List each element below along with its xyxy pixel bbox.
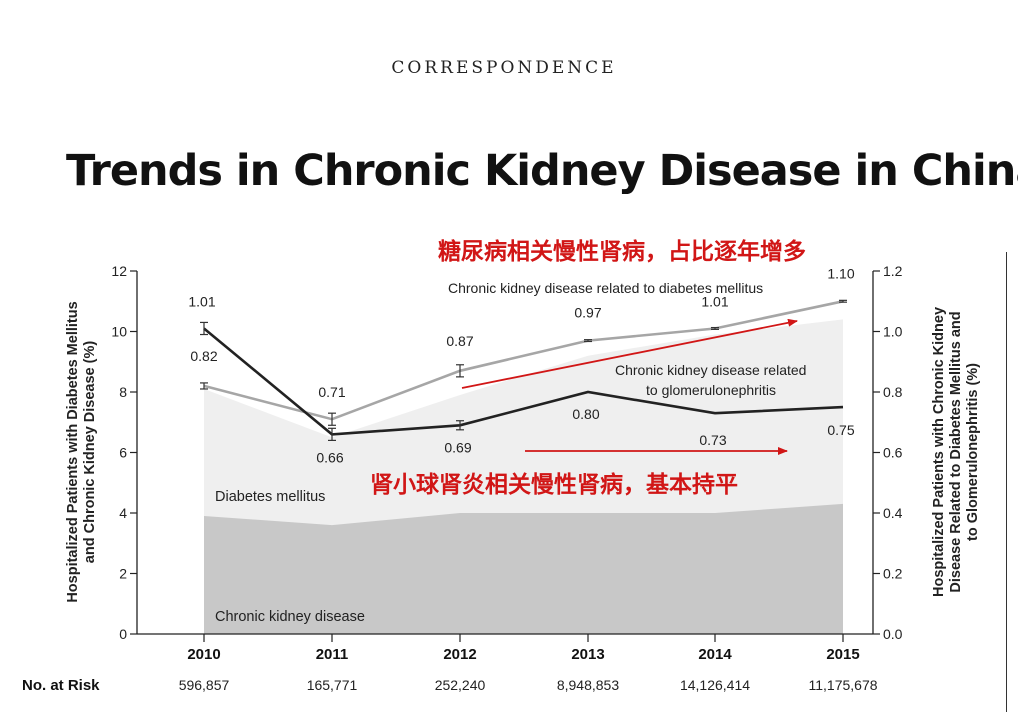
risk-table-value: 596,857 (179, 677, 230, 693)
dm-series-label: Chronic kidney disease related to diabet… (448, 280, 763, 296)
dm-value-label: 0.87 (446, 333, 473, 349)
right-tick-label: 0.2 (883, 566, 903, 582)
x-tick-label: 2012 (443, 646, 476, 663)
dm-value-label: 0.82 (190, 348, 217, 364)
left-tick-label: 4 (119, 505, 127, 521)
dm-value-label: 1.10 (827, 265, 854, 281)
gn-value-label: 0.66 (316, 449, 343, 465)
x-tick-label: 2010 (187, 646, 220, 663)
right-divider (1006, 252, 1007, 712)
gn-value-label: 0.80 (572, 406, 599, 422)
right-tick-label: 0.6 (883, 445, 903, 461)
right-axis-title: Hospitalized Patients with Chronic Kidne… (931, 307, 981, 597)
right-tick-label: 1.0 (883, 324, 903, 340)
right-tick-label: 0.0 (883, 626, 903, 642)
area-chronic-kidney-disease (204, 503, 843, 634)
right-tick-label: 0.8 (883, 384, 903, 400)
dm-value-label: 1.01 (701, 293, 728, 309)
gn-value-label: 1.01 (188, 293, 215, 309)
annotation-bottom: 肾小球肾炎相关慢性肾病，基本持平 (370, 471, 738, 498)
risk-table-value: 252,240 (435, 677, 486, 693)
right-tick-label: 1.2 (883, 263, 903, 279)
left-tick-label: 12 (111, 263, 127, 279)
gn-value-label: 0.73 (699, 432, 726, 448)
left-axis-title: Hospitalized Patients with Diabetes Mell… (65, 301, 98, 602)
right-tick-label: 0.4 (883, 505, 903, 521)
risk-table-value: 8,948,853 (557, 677, 619, 693)
gn-series-label-line1: Chronic kidney disease related (615, 362, 806, 378)
left-tick-label: 6 (119, 445, 127, 461)
x-tick-label: 2014 (698, 646, 732, 663)
area-label-ckd: Chronic kidney disease (215, 609, 365, 625)
risk-table-value: 14,126,414 (680, 677, 750, 693)
x-tick-label: 2013 (571, 646, 604, 663)
left-tick-label: 10 (111, 324, 127, 340)
risk-table-value: 11,175,678 (808, 677, 877, 693)
gn-value-label: 0.69 (444, 439, 471, 455)
risk-table-label: No. at Risk (22, 677, 100, 694)
page-title: Trends in Chronic Kidney Disease in Chin… (66, 146, 1018, 196)
section-label: CORRESPONDENCE (391, 58, 617, 78)
x-tick-label: 2011 (316, 646, 349, 663)
x-tick-label: 2015 (826, 646, 859, 663)
dm-value-label: 0.97 (574, 305, 601, 321)
annotation-top: 糖尿病相关慢性肾病，占比逐年增多 (438, 238, 806, 265)
line-diabetes-related (203, 300, 844, 421)
dm-value-label: 0.71 (318, 384, 345, 400)
trend-arrow-up (461, 318, 798, 389)
risk-table-value: 165,771 (307, 677, 358, 693)
left-tick-label: 0 (119, 626, 127, 642)
left-tick-label: 8 (119, 384, 127, 400)
gn-value-label: 0.75 (827, 422, 854, 438)
gn-series-label-line2: to glomerulonephritis (646, 382, 776, 398)
line-glomerulonephritis-related (203, 327, 844, 436)
area-label-diabetes: Diabetes mellitus (215, 489, 325, 505)
left-tick-label: 2 (119, 566, 127, 582)
